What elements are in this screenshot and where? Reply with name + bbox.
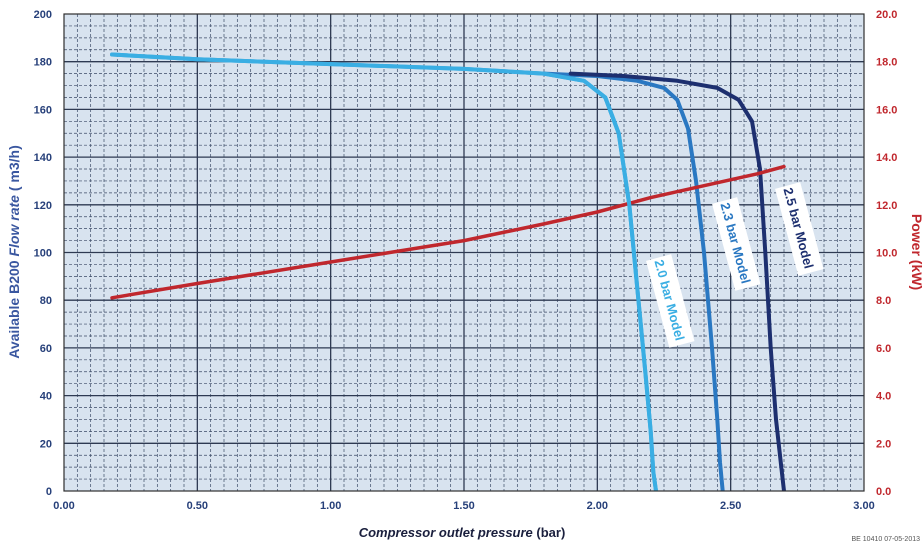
y2-tick-label: 20.0 (876, 9, 897, 21)
y-axis-title: Available B200 Flow rate ( m3/h) (6, 145, 22, 358)
y-tick-label: 140 (34, 152, 52, 164)
series-line-2-5-bar-model (568, 71, 786, 491)
footnote: BE 10410 07-05-2013 (852, 536, 921, 543)
annotation-2-3-bar-model: 2.3 bar Model (712, 197, 761, 291)
y2-tick-label: 8.0 (876, 295, 891, 307)
y2-tick-label: 18.0 (876, 57, 897, 69)
series-group (110, 52, 786, 491)
y-tick-label: 120 (34, 200, 52, 212)
x-tick-label: 2.50 (720, 500, 741, 512)
series-line-2-3-bar-model (542, 71, 725, 491)
tick-labels: 0 20 40 60 80 100 120 140 160 180 200 0.0 2.0 4.0 6.0 8… (34, 9, 898, 512)
y-tick-label: 160 (34, 104, 52, 116)
series-line-2-0-bar-model-overlay (110, 52, 658, 491)
y-tick-label: 200 (34, 9, 52, 21)
y2-tick-label: 16.0 (876, 104, 897, 116)
y-axis-title-part-3: ( m3/h) (6, 145, 22, 195)
x-tick-label: 2.00 (587, 500, 608, 512)
series-line-power-kw (110, 164, 786, 300)
y-axis-title-part-2: Flow rate (6, 195, 22, 257)
y-tick-label: 180 (34, 57, 52, 69)
y2-tick-label: 4.0 (876, 391, 891, 403)
y-tick-label: 0 (46, 486, 52, 498)
y2-axis-title: Power (kW) (909, 214, 924, 290)
y2-tick-label: 12.0 (876, 200, 897, 212)
x-axis-title: Compressor outlet pressure (bar) (359, 525, 566, 540)
y2-tick-label: 14.0 (876, 152, 897, 164)
plot-border (63, 13, 865, 492)
x-tick-label: 0.50 (187, 500, 208, 512)
y-tick-label: 80 (40, 295, 52, 307)
y-tick-label: 20 (40, 438, 52, 450)
x-axis-title-italic: Compressor outlet pressure (359, 525, 533, 540)
y-axis-title-part-1: Available B200 (6, 257, 22, 359)
y-tick-label: 60 (40, 343, 52, 355)
y2-tick-label: 6.0 (876, 343, 891, 355)
x-tick-label: 1.50 (453, 500, 474, 512)
y2-tick-label: 2.0 (876, 438, 891, 450)
y2-tick-label: 0.0 (876, 486, 891, 498)
x-tick-label: 0.00 (53, 500, 74, 512)
y-tick-label: 100 (34, 248, 52, 260)
x-axis-title-unit: (bar) (533, 525, 566, 540)
y-tick-label: 40 (40, 391, 52, 403)
x-tick-label: 3.00 (853, 500, 874, 512)
x-tick-label: 1.00 (320, 500, 341, 512)
y2-tick-label: 10.0 (876, 248, 897, 260)
